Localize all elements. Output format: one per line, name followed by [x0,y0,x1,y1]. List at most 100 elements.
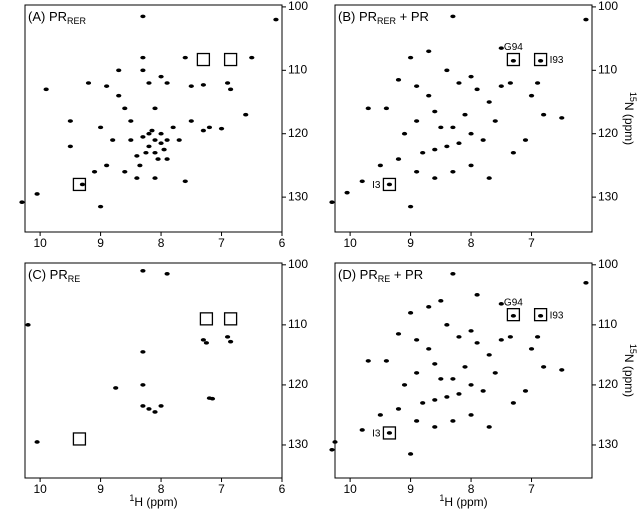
y-axis-title-sup: 15 [628,92,638,102]
box-label: I3 [372,429,381,440]
x-tick-label: 8 [158,482,165,496]
peak [498,46,504,50]
title-suffix: + PR [396,9,429,24]
peak [359,428,365,432]
peak [395,332,402,336]
peak [438,377,444,381]
title-subscript: RER [377,16,397,26]
peak [104,84,110,88]
peak [456,392,462,396]
peak [383,106,389,111]
peak [541,365,547,369]
panel: (B) PRRER + PR 10 9 8 7 100 110 120 130 15N (ppm)… [329,0,638,250]
x-axis-title-sup: 1 [439,493,444,503]
x-tick-label: 7 [218,236,225,250]
box-label: G94 [504,297,523,308]
peak [140,350,146,354]
peak [522,138,529,142]
peak [116,93,122,98]
peak [432,425,438,429]
peak [450,377,456,381]
box-label: I3 [372,180,381,191]
plot-frame [24,262,283,479]
peak [243,112,249,117]
x-tick-label: 10 [343,236,357,250]
peak [450,419,456,423]
x-tick-label: 9 [407,482,414,496]
peak [432,109,438,114]
peak [19,200,25,204]
peak [34,192,40,196]
peak [438,299,444,303]
x-tick-label: 6 [279,236,286,250]
peak [386,182,393,187]
peak [474,293,480,297]
peak [128,119,134,123]
peak [414,84,420,88]
peak [128,138,134,142]
peak [462,112,468,117]
peak [426,305,432,309]
peak [79,182,86,187]
peak [67,119,73,123]
title-suffix: + PR [390,267,423,282]
highlight-box [506,307,521,322]
x-axis-title: 1H (ppm) [439,493,487,509]
peak [534,335,541,339]
peak [522,389,529,393]
title-text: (D) PR [338,267,378,282]
peak [152,106,158,111]
y-tick-label: 110 [598,62,617,76]
peak [426,93,432,98]
peak [386,431,393,435]
y-tick-label: 110 [288,62,307,76]
peak [176,138,182,142]
peak [365,359,371,363]
peak [188,84,194,88]
peak [450,125,456,130]
peak [182,179,188,184]
peak [462,365,468,369]
y-tick-label: 110 [598,317,617,331]
peak [365,106,371,111]
peak [200,128,206,133]
peak [140,135,146,139]
title-subscript: RE [68,274,81,284]
panel-title: (C) PRRE [28,267,80,284]
peak [383,359,389,363]
peak [113,386,119,390]
peak [188,119,194,123]
highlight-box [223,52,238,67]
plot-frame [24,4,283,233]
peak [456,141,462,146]
peak [468,131,474,136]
y-axis-title: 15N (ppm) [622,92,638,145]
peak [420,401,426,405]
peak [414,119,420,123]
peak [534,81,541,85]
x-tick-label: 10 [343,482,357,496]
peak [158,74,164,79]
y-tick-label: 110 [288,317,307,331]
peak [538,314,544,318]
peak [104,163,110,168]
peak [228,87,234,92]
peak [273,17,279,22]
peak [486,353,492,357]
panel-title: (A) PRRER [28,9,87,26]
title-text: (C) PR [28,267,68,282]
peak [329,200,335,204]
peak [432,362,438,366]
highlight-box [196,52,211,67]
peak [332,440,338,444]
y-tick-label: 130 [598,189,618,203]
y-axis-title: 15N (ppm) [622,344,638,397]
peak [134,176,140,180]
peak [507,335,513,339]
peak [182,55,188,60]
peak [432,398,438,402]
peak [583,17,589,22]
peak [559,116,565,120]
peak [200,338,206,342]
